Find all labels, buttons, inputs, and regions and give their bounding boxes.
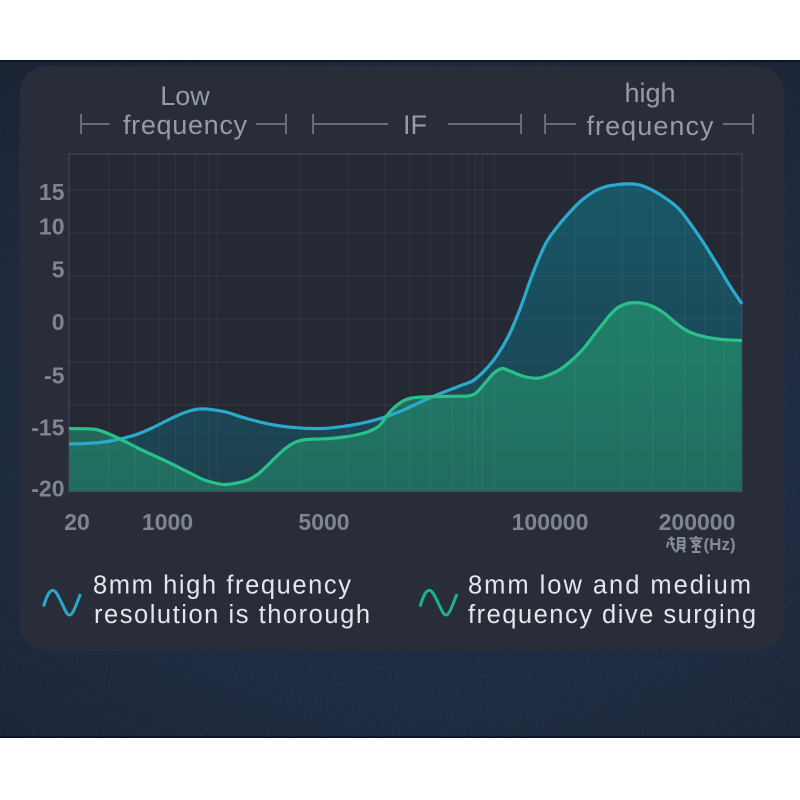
svg-text:-5: -5 xyxy=(44,363,65,389)
svg-text:frequency dive surging: frequency dive surging xyxy=(468,601,756,629)
svg-text:100000: 100000 xyxy=(512,509,589,535)
svg-text:15: 15 xyxy=(39,179,65,205)
svg-text:10: 10 xyxy=(39,214,65,240)
svg-text:Low: Low xyxy=(160,81,210,111)
svg-text:high: high xyxy=(624,78,675,108)
svg-text:8mm high frequency: 8mm high frequency xyxy=(93,572,351,600)
svg-text:8mm low and medium: 8mm low and medium xyxy=(468,572,751,600)
svg-text:IF: IF xyxy=(403,110,427,140)
svg-text:-15: -15 xyxy=(31,415,64,441)
svg-text:20: 20 xyxy=(64,509,90,535)
svg-text:200000: 200000 xyxy=(659,509,736,535)
svg-text:0: 0 xyxy=(52,309,65,335)
svg-text:(Hz): (Hz) xyxy=(704,535,736,554)
svg-text:resolution is thorough: resolution is thorough xyxy=(94,601,370,629)
svg-text:1000: 1000 xyxy=(142,509,193,535)
svg-text:frequency: frequency xyxy=(587,111,715,141)
svg-text:5: 5 xyxy=(52,257,65,283)
svg-text:-20: -20 xyxy=(31,476,64,502)
svg-text:frequency: frequency xyxy=(123,110,248,140)
svg-text:5000: 5000 xyxy=(298,509,349,535)
